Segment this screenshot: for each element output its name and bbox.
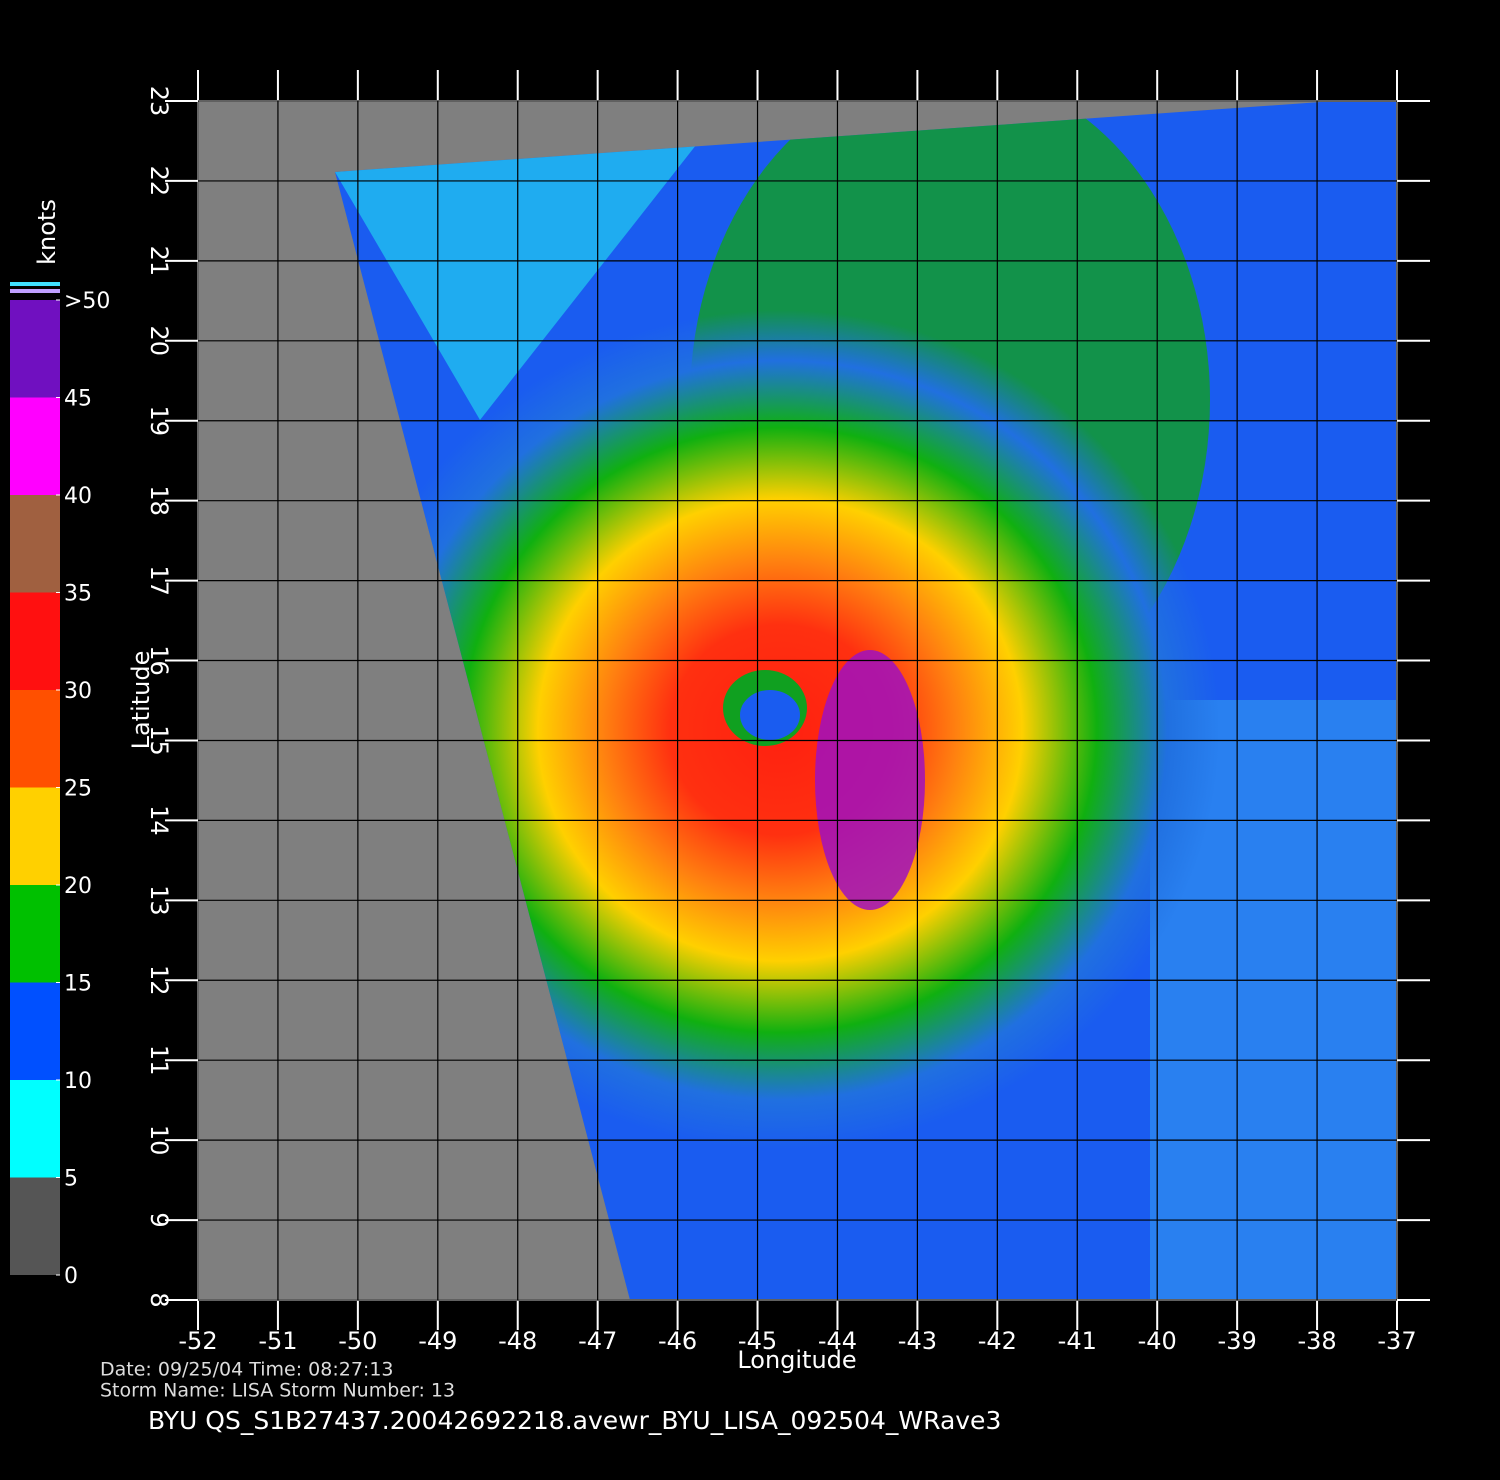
- colorbar-label: 15: [64, 972, 92, 997]
- y-tick-label: 11: [145, 1045, 173, 1076]
- y-tick-label: 21: [145, 246, 173, 277]
- y-axis-label: Latitude: [127, 651, 155, 750]
- colorbar-swatch: [10, 495, 60, 593]
- colorbar-label: 35: [64, 582, 92, 607]
- colorbar-swatch: [10, 982, 60, 1080]
- x-tick-label: -41: [1058, 1327, 1097, 1355]
- x-tick-label: -42: [978, 1327, 1017, 1355]
- y-tick-label: 22: [145, 166, 173, 197]
- y-tick-label: 18: [145, 485, 173, 516]
- x-tick-label: -44: [818, 1327, 857, 1355]
- x-tick-label: -46: [658, 1327, 697, 1355]
- y-tick-label: 9: [145, 1212, 173, 1227]
- colorbar-swatch: [10, 592, 60, 690]
- x-tick-label: -37: [1377, 1327, 1416, 1355]
- colorbar-top: [10, 282, 60, 286]
- eye: [740, 690, 800, 740]
- x-tick-label: -52: [178, 1327, 217, 1355]
- colorbar-label: 10: [64, 1069, 92, 1094]
- x-tick-label: -40: [1138, 1327, 1177, 1355]
- colorbar-swatch: [10, 885, 60, 983]
- x-tick-label: -47: [578, 1327, 617, 1355]
- colorbar-label: 45: [64, 387, 92, 412]
- colorbar-swatch: [10, 1080, 60, 1178]
- colorbar-label: 40: [64, 484, 92, 509]
- y-tick-label: 16: [145, 645, 173, 676]
- x-axis-label: Longitude: [737, 1346, 856, 1374]
- y-tick-label: 14: [145, 805, 173, 836]
- colorbar-label: 20: [64, 874, 92, 899]
- info-date: Date: 09/25/04 Time: 08:27:13: [100, 1359, 394, 1381]
- y-tick-label: 8: [145, 1292, 173, 1307]
- colorbar-swatch: [10, 690, 60, 788]
- x-tick-label: -43: [898, 1327, 937, 1355]
- plot-area: [198, 101, 1397, 1300]
- x-tick-label: -48: [498, 1327, 537, 1355]
- y-tick-label: 19: [145, 405, 173, 436]
- max-wind: [815, 650, 925, 910]
- y-tick-label: 17: [145, 565, 173, 596]
- x-tick-label: -39: [1218, 1327, 1257, 1355]
- y-tick-label: 12: [145, 965, 173, 996]
- colorbar-swatch: [10, 397, 60, 495]
- colorbar-swatch: [10, 787, 60, 885]
- x-tick-label: -50: [338, 1327, 377, 1355]
- y-tick-label: 13: [145, 885, 173, 916]
- colorbar-swatch: [10, 1177, 60, 1275]
- x-tick-label: -38: [1297, 1327, 1336, 1355]
- x-tick-label: -51: [258, 1327, 297, 1355]
- colorbar-swatch: [10, 300, 60, 398]
- y-tick-label: 15: [145, 725, 173, 756]
- y-tick-label: 23: [145, 86, 173, 117]
- colorbar-label: 5: [64, 1167, 78, 1192]
- colorbar-title: knots: [33, 199, 61, 265]
- colorbar-label: 0: [64, 1264, 78, 1289]
- info-storm: Storm Name: LISA Storm Number: 13: [100, 1380, 455, 1402]
- file-name: BYU QS_S1B27437.20042692218.avewr_BYU_LI…: [148, 1406, 1001, 1435]
- colorbar-label: 30: [64, 679, 92, 704]
- y-tick-label: 10: [145, 1125, 173, 1156]
- x-tick-label: -49: [418, 1327, 457, 1355]
- x-tick-label: -45: [738, 1327, 777, 1355]
- y-tick-label: 20: [145, 326, 173, 357]
- colorbar-top: [10, 289, 60, 293]
- colorbar-label: 25: [64, 777, 92, 802]
- colorbar-label: >50: [64, 289, 110, 314]
